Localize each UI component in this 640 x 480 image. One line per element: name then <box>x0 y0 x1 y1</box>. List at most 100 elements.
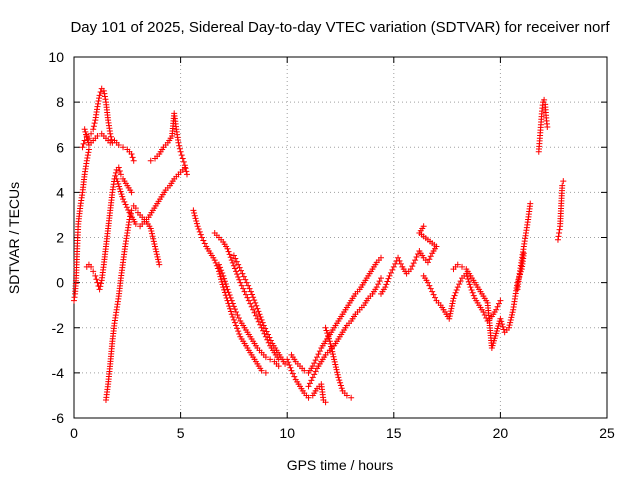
data-point <box>334 371 341 378</box>
data-point <box>217 264 224 271</box>
data-point <box>420 223 427 230</box>
data-point <box>285 359 292 366</box>
data-point <box>152 246 159 253</box>
data-point <box>234 325 241 332</box>
data-point <box>331 356 338 363</box>
data-point <box>410 260 417 267</box>
data-point <box>378 254 385 261</box>
data-point <box>228 297 235 304</box>
data-point <box>384 278 391 285</box>
data-point <box>389 266 396 273</box>
x-axis-label: GPS time / hours <box>287 457 394 473</box>
data-point <box>123 204 130 211</box>
data-point <box>329 348 336 355</box>
data-point <box>505 324 512 331</box>
data-point <box>230 262 237 269</box>
data-point <box>224 245 231 252</box>
data-point <box>245 282 252 289</box>
data-point <box>309 374 316 381</box>
data-point <box>154 253 161 260</box>
data-point <box>407 266 414 273</box>
data-point <box>262 354 269 361</box>
data-point <box>198 234 205 241</box>
data-point <box>244 294 251 301</box>
data-point <box>465 278 472 285</box>
data-point <box>373 284 380 291</box>
data-point <box>235 273 242 280</box>
data-point <box>232 255 239 262</box>
data-point <box>331 358 338 365</box>
data-point <box>498 318 505 325</box>
data-point <box>91 120 98 127</box>
data-point <box>427 285 434 292</box>
data-point <box>153 248 160 255</box>
data-point <box>120 144 127 151</box>
data-point <box>193 217 200 224</box>
data-point <box>236 264 243 271</box>
data-point <box>128 189 135 196</box>
data-point <box>448 303 455 310</box>
chart-title: Day 101 of 2025, Sidereal Day-to-day VTE… <box>70 19 610 36</box>
data-point <box>227 308 234 315</box>
data-point <box>94 132 101 139</box>
data-point <box>301 367 308 374</box>
data-point <box>395 254 402 261</box>
data-point <box>337 382 344 389</box>
data-point <box>150 235 157 242</box>
data-point <box>94 103 101 110</box>
data-point <box>314 354 321 361</box>
data-point <box>382 284 389 291</box>
data-point <box>289 370 296 377</box>
data-point <box>376 278 383 285</box>
data-point <box>211 257 218 264</box>
data-point <box>256 311 263 318</box>
data-point <box>212 259 219 266</box>
data-point <box>467 284 474 291</box>
data-point <box>469 289 476 296</box>
data-point <box>267 356 274 363</box>
data-point <box>316 348 323 355</box>
data-point <box>150 238 157 245</box>
data-point <box>79 144 86 151</box>
series-arc8 <box>190 207 269 376</box>
data-point <box>348 394 355 401</box>
y-axis-label: SDTVAR / TECUs <box>6 182 22 294</box>
data-point <box>176 142 183 149</box>
data-point <box>221 278 228 285</box>
data-point <box>309 363 316 370</box>
y-tick-label: 0 <box>56 275 64 291</box>
data-point <box>257 314 264 321</box>
data-point <box>230 252 237 259</box>
data-point <box>327 340 334 347</box>
data-point <box>554 236 561 243</box>
series-arc4 <box>83 164 135 293</box>
data-point <box>153 251 160 258</box>
data-point <box>332 361 339 368</box>
data-point <box>556 226 563 233</box>
data-point <box>201 240 208 247</box>
data-point <box>275 363 282 370</box>
data-point <box>177 148 184 155</box>
data-point <box>450 295 457 302</box>
data-point <box>94 100 101 107</box>
data-point <box>480 308 487 315</box>
data-point <box>248 303 255 310</box>
data-point <box>191 210 198 217</box>
data-point <box>98 280 105 287</box>
data-point <box>226 292 233 299</box>
data-point <box>249 291 256 298</box>
data-point <box>330 353 337 360</box>
data-point <box>230 316 237 323</box>
y-tick-label: -4 <box>52 365 65 381</box>
data-point <box>217 273 224 280</box>
data-point <box>228 257 235 264</box>
data-point <box>251 309 258 316</box>
data-point <box>312 368 319 375</box>
data-point <box>151 240 158 247</box>
series-arc15 <box>322 324 355 401</box>
data-point <box>509 309 516 316</box>
data-point <box>97 88 104 95</box>
data-point <box>260 322 267 329</box>
data-point <box>337 379 344 386</box>
data-point <box>430 291 437 298</box>
